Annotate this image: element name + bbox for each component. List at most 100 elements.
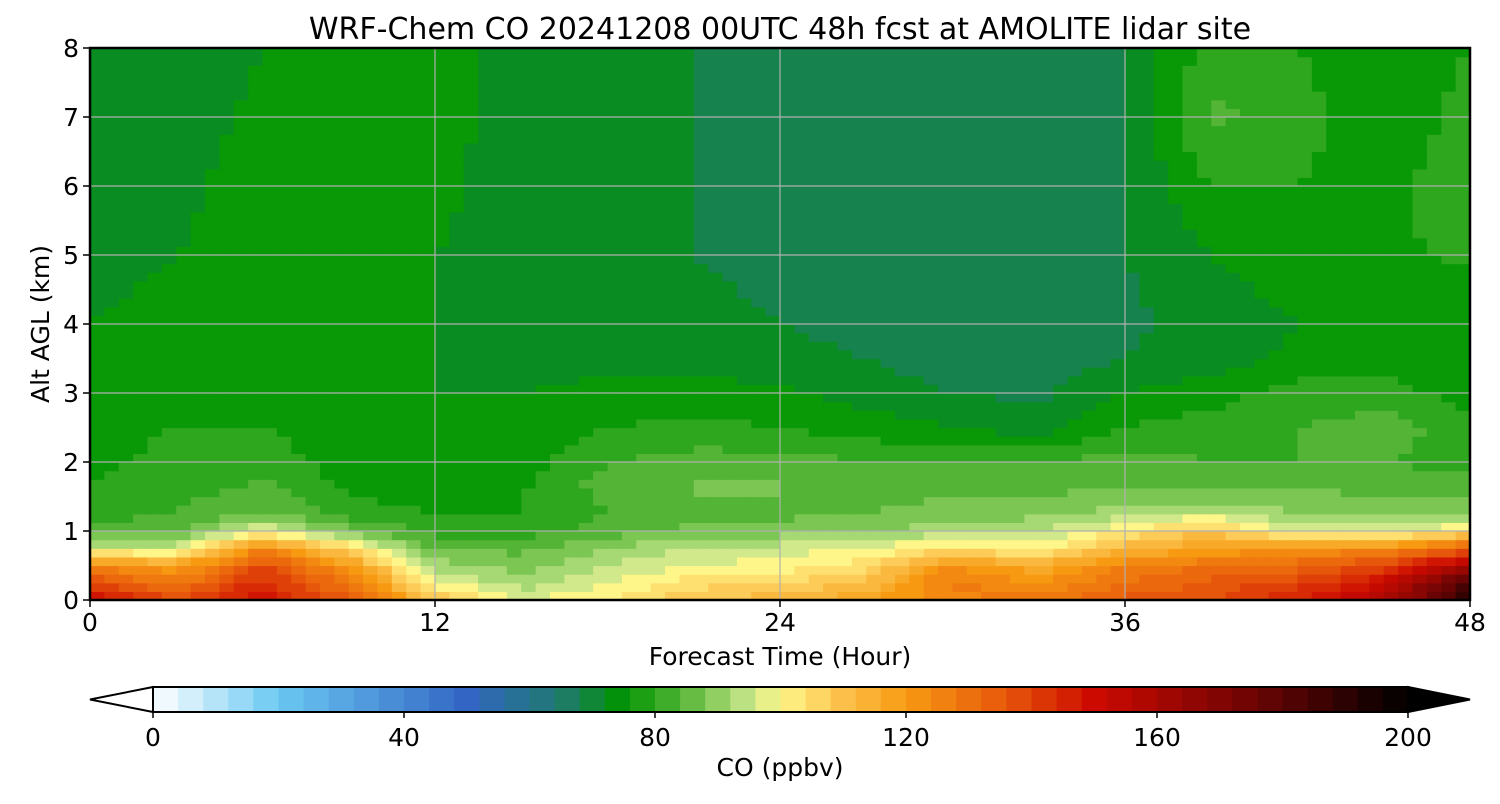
contour-cell [823, 531, 838, 540]
contour-cell [694, 160, 709, 169]
contour-cell [981, 221, 996, 230]
contour-cell [406, 376, 421, 385]
contour-cell [593, 479, 608, 488]
contour-cell [564, 281, 579, 290]
contour-cell [406, 315, 421, 324]
contour-cell [1139, 471, 1154, 480]
contour-cell [895, 315, 910, 324]
contour-cell [90, 238, 105, 247]
contour-cell [1039, 566, 1054, 575]
contour-cell [1254, 203, 1269, 212]
contour-cell [651, 298, 666, 307]
contour-cell [823, 160, 838, 169]
contour-cell [1197, 531, 1212, 540]
contour-cell [1096, 471, 1111, 480]
contour-cell [421, 272, 436, 281]
contour-cell [1441, 367, 1456, 376]
contour-cell [852, 436, 867, 445]
contour-cell [1024, 531, 1039, 540]
contour-cell [291, 203, 306, 212]
contour-cell [421, 497, 436, 506]
contour-cell [1312, 160, 1327, 169]
contour-cell [493, 290, 508, 299]
contour-cell [766, 359, 781, 368]
contour-cell [291, 255, 306, 264]
contour-cell [1456, 479, 1471, 488]
contour-cell [1269, 212, 1284, 221]
contour-cell [334, 212, 349, 221]
contour-cell [1125, 445, 1140, 454]
contour-cell [248, 471, 263, 480]
contour-cell [521, 350, 536, 359]
contour-cell [1427, 410, 1442, 419]
contour-cell [1298, 557, 1313, 566]
contour-cell [363, 367, 378, 376]
contour-cell [1413, 514, 1428, 523]
contour-cell [694, 341, 709, 350]
contour-cell [104, 471, 119, 480]
contour-cell [435, 419, 450, 428]
contour-cell [1456, 238, 1471, 247]
contour-cell [1139, 384, 1154, 393]
contour-cell [924, 359, 939, 368]
contour-cell [536, 505, 551, 514]
contour-cell [579, 195, 594, 204]
contour-cell [219, 195, 234, 204]
contour-cell [378, 333, 393, 342]
contour-cell [162, 488, 177, 497]
contour-cell [780, 229, 795, 238]
contour-cell [1096, 298, 1111, 307]
contour-cell [996, 177, 1011, 186]
contour-cell [148, 471, 163, 480]
contour-cell [378, 453, 393, 462]
contour-cell [1341, 514, 1356, 523]
contour-cell [1111, 402, 1126, 411]
contour-cell [679, 255, 694, 264]
contour-cell [751, 497, 766, 506]
contour-cell [1355, 548, 1370, 557]
contour-cell [1283, 540, 1298, 549]
contour-cell [478, 177, 493, 186]
contour-cell [478, 548, 493, 557]
contour-cell [838, 160, 853, 169]
contour-cell [1154, 471, 1169, 480]
contour-cell [794, 307, 809, 316]
contour-cell [1312, 281, 1327, 290]
contour-cell [536, 169, 551, 178]
contour-cell [1355, 410, 1370, 419]
contour-cell [406, 255, 421, 264]
contour-cell [809, 298, 824, 307]
contour-cell [363, 583, 378, 592]
contour-cell [406, 540, 421, 549]
contour-cell [651, 272, 666, 281]
contour-cell [1326, 462, 1341, 471]
contour-cell [320, 436, 335, 445]
contour-cell [478, 290, 493, 299]
contour-cell [1413, 548, 1428, 557]
contour-cell [478, 557, 493, 566]
contour-cell [1111, 307, 1126, 316]
contour-cell [1326, 428, 1341, 437]
contour-cell [521, 160, 536, 169]
contour-cell [1183, 307, 1198, 316]
contour-cell [1254, 212, 1269, 221]
contour-cell [1096, 453, 1111, 462]
contour-cell [694, 445, 709, 454]
contour-cell [1024, 514, 1039, 523]
contour-cell [665, 436, 680, 445]
contour-cell [521, 203, 536, 212]
contour-cell [1427, 531, 1442, 540]
contour-cell [378, 574, 393, 583]
contour-cell [694, 462, 709, 471]
contour-cell [1024, 419, 1039, 428]
contour-cell [378, 238, 393, 247]
contour-cell [1413, 272, 1428, 281]
contour-cell [852, 229, 867, 238]
contour-cell [464, 341, 479, 350]
contour-cell [708, 281, 723, 290]
contour-cell [924, 333, 939, 342]
contour-cell [708, 307, 723, 316]
contour-cell [679, 290, 694, 299]
contour-cell [996, 359, 1011, 368]
contour-cell [1024, 212, 1039, 221]
